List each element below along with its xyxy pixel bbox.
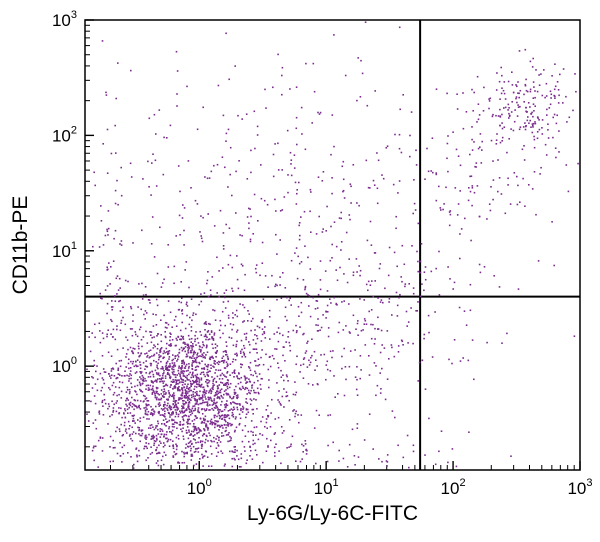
scatter-points: [86, 21, 579, 469]
x-axis-label: Ly-6G/Ly-6C-FITC: [247, 502, 418, 525]
y-axis-tick-labels: 100 101 102 103: [52, 9, 77, 376]
svg-text:103: 103: [567, 477, 592, 498]
svg-text:102: 102: [441, 477, 466, 498]
y-axis-ticks: [85, 20, 94, 447]
svg-text:101: 101: [52, 240, 77, 261]
svg-text:102: 102: [52, 124, 77, 145]
svg-text:101: 101: [314, 477, 339, 498]
svg-text:100: 100: [187, 477, 212, 498]
x-axis-tick-labels: 100 101 102 103: [187, 477, 593, 498]
x-axis-ticks: [111, 461, 580, 470]
chart-svg: 100 101 102 103 100 101 102 103 Ly-6G/Ly-6C-FI…: [0, 0, 600, 542]
y-axis-label: CD11b-PE: [9, 196, 32, 295]
flow-cytometry-scatter: 100 101 102 103 100 101 102 103 Ly-6G/Ly-6C-FI…: [0, 0, 600, 542]
svg-text:100: 100: [52, 355, 77, 376]
svg-text:103: 103: [52, 9, 77, 30]
